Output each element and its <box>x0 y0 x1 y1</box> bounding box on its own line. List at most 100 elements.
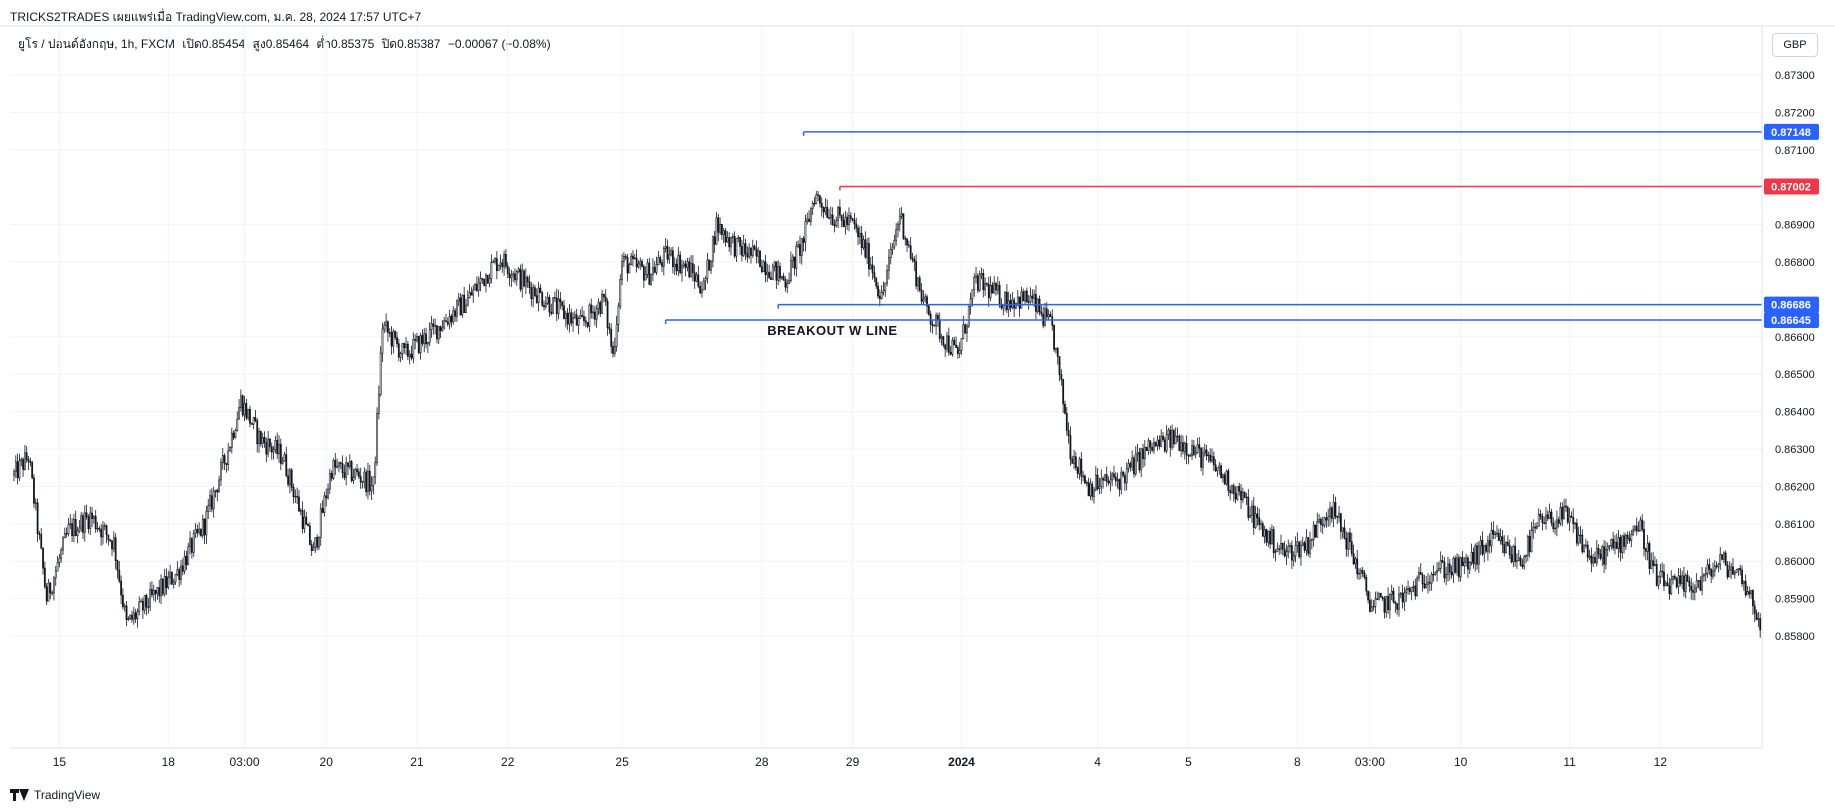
candle-body <box>325 495 328 499</box>
candle <box>1116 472 1119 489</box>
candle-body <box>370 485 373 492</box>
candle-body <box>120 580 122 596</box>
candle <box>1093 486 1095 504</box>
candle <box>174 573 177 585</box>
currency-button[interactable]: GBP <box>1772 33 1818 57</box>
candle <box>1283 541 1286 558</box>
candle <box>967 305 970 328</box>
candle-body <box>762 261 765 272</box>
candle-body <box>566 313 569 325</box>
candle-body <box>1185 443 1188 456</box>
candle-body <box>1585 544 1587 547</box>
candle-body <box>595 308 598 320</box>
candle-body <box>416 336 418 341</box>
candle-body <box>593 311 596 320</box>
candle-body <box>190 538 193 553</box>
candle <box>592 305 594 320</box>
candle-body <box>1367 590 1370 601</box>
candle <box>1628 531 1631 544</box>
candle <box>697 265 700 289</box>
candle-body <box>893 240 896 248</box>
candle <box>915 254 918 290</box>
candle-body <box>76 530 79 536</box>
candle <box>1182 435 1184 455</box>
candle-body <box>1091 483 1094 497</box>
candle <box>190 536 193 559</box>
candle <box>1042 306 1045 329</box>
candle-body <box>664 246 667 249</box>
candle-body <box>172 581 175 585</box>
candle <box>1492 521 1495 540</box>
candle <box>450 313 453 328</box>
candle-body <box>210 495 213 510</box>
candle <box>1274 549 1277 562</box>
candle <box>1290 540 1293 569</box>
candle-body <box>682 263 685 267</box>
candle <box>1454 555 1457 574</box>
candle-body <box>844 216 847 228</box>
candle <box>158 579 161 603</box>
candle-body <box>1071 458 1074 464</box>
candle <box>1510 546 1513 564</box>
candle-body <box>109 539 112 542</box>
candle-body <box>1245 496 1248 499</box>
candle <box>1703 572 1705 582</box>
candle-body <box>871 264 874 274</box>
candle-body <box>1427 581 1429 585</box>
candle <box>1251 500 1253 523</box>
candle <box>1294 536 1297 563</box>
candle <box>263 431 266 448</box>
candle-body <box>1541 516 1544 523</box>
candle <box>1639 516 1642 532</box>
candle-body <box>1022 291 1025 302</box>
candle-body <box>1443 561 1446 579</box>
candle <box>405 337 407 355</box>
candle-body <box>256 420 259 445</box>
candle <box>1684 573 1687 599</box>
candle-body <box>926 296 928 307</box>
candle-body <box>270 446 273 453</box>
candle <box>394 330 397 340</box>
candle <box>1692 582 1694 601</box>
candle <box>1555 510 1558 537</box>
candle <box>1260 519 1262 530</box>
candle <box>205 505 208 545</box>
candle <box>980 267 983 280</box>
candle-body <box>1312 524 1315 540</box>
breakout-annotation-text[interactable]: BREAKOUT W LINE <box>767 323 897 338</box>
candle-body <box>1512 545 1515 563</box>
candle <box>1002 303 1005 316</box>
candle-body <box>80 515 83 529</box>
candle <box>387 320 389 342</box>
candle <box>165 568 168 595</box>
candle <box>200 528 202 538</box>
candle <box>1060 369 1063 386</box>
candle <box>14 455 17 478</box>
candle <box>1073 450 1075 470</box>
candle-body <box>731 235 734 238</box>
candle-body <box>1403 592 1406 603</box>
candle <box>1123 472 1126 491</box>
candle-body <box>1447 563 1449 575</box>
candle <box>1717 562 1720 573</box>
candle-body <box>1410 587 1413 592</box>
candle-body <box>1350 541 1353 554</box>
candle-body <box>1617 537 1620 549</box>
candle-body <box>539 287 542 294</box>
candle-body <box>1741 569 1743 585</box>
candle <box>1379 592 1382 598</box>
candle <box>74 510 77 537</box>
candle <box>171 571 173 585</box>
candle-body <box>1692 590 1694 593</box>
candle-body <box>882 290 885 293</box>
legend-symbol[interactable]: ยูโร / ปอนด์อังกฤษ, 1h, FXCM <box>18 37 175 51</box>
candle <box>554 291 556 302</box>
candle <box>140 598 142 603</box>
candle <box>617 302 620 332</box>
candle-body <box>621 261 623 280</box>
candle-body <box>1521 564 1524 567</box>
candle <box>849 212 852 223</box>
candle <box>1320 517 1322 533</box>
